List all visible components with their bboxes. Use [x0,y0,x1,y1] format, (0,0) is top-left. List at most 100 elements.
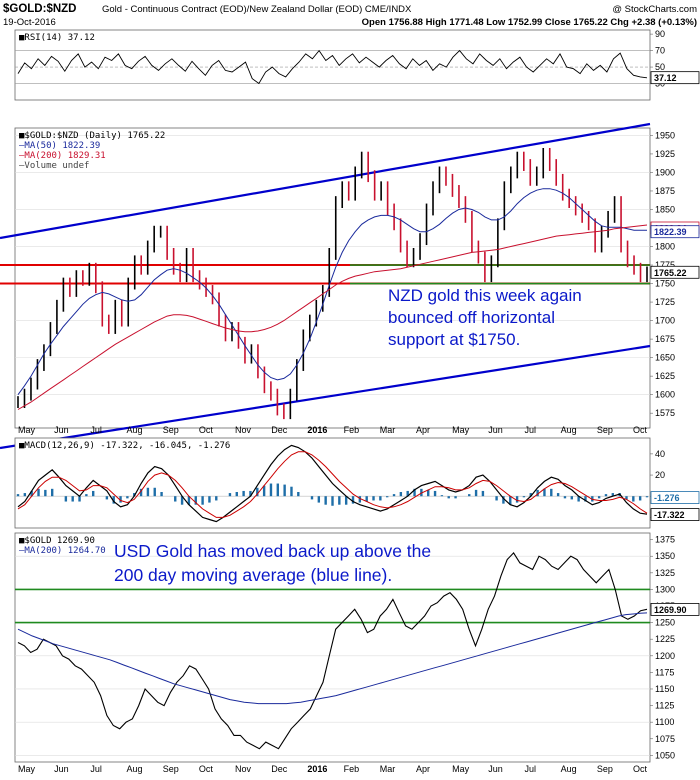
macd-axis-tick-label: 40 [655,449,665,459]
x-axis-label: Feb [344,764,360,774]
nzd-axis-tick-label: 1675 [655,334,675,344]
symbol-title: $GOLD:$NZD [3,3,76,15]
x-axis-label: Aug [127,764,143,774]
x-axis-label: Jun [54,425,69,435]
macd-value: -17.322 [654,510,685,520]
rsi-axis-tick-label: 70 [655,46,665,56]
nzd-axis-tick-label: 1925 [655,149,675,159]
rsi-axis-tick-label: 90 [655,29,665,39]
rsi-axis-tick-label: 50 [655,62,665,72]
rsi-last-value-box [650,71,700,85]
rsi-last-value: 37.12 [654,73,677,83]
nzd-annotation-line: bounced off horizontal [388,308,555,327]
rsi-legend-0: ■RSI(14) 37.12 [19,33,95,43]
x-axis-label: Oct [199,764,214,774]
x-axis-label: Nov [235,425,252,435]
x-axis-label: Oct [633,425,648,435]
nzd-legend-3: —Volume undef [19,161,89,171]
usd-axis-tick-label: 1325 [655,568,675,578]
nzd-axis-tick-label: 1575 [655,408,675,418]
usd-axis-tick-label: 1250 [655,618,675,628]
panel-frame [14,127,651,429]
x-axis-label: Dec [271,764,288,774]
usd-axis-tick-label: 1200 [655,651,675,661]
usd-axis-tick-label: 1050 [655,750,675,760]
x-axis-label: 2016 [307,764,327,774]
x-axis-label: 2016 [307,425,327,435]
usd-close-value: 1269.90 [654,605,687,615]
nzd-axis-tick-label: 1875 [655,186,675,196]
x-axis-label: Apr [416,425,430,435]
nzd-annotation-line: NZD gold this week again [388,286,582,305]
x-axis-label: Aug [561,425,577,435]
macd-line [17,444,648,523]
nzd-axis-tick-label: 1800 [655,242,675,252]
nzd-axis-tick-label: 1600 [655,390,675,400]
usd-axis-tick-label: 1175 [655,667,674,677]
x-axis-label: Sep [163,425,179,435]
usd-axis-tick-label: 1300 [655,584,675,594]
x-axis-label: Jun [54,764,69,774]
x-axis-label: Sep [597,425,613,435]
nzd-ma50-line [17,188,647,395]
x-axis-label: May [18,425,36,435]
nzd-axis-tick-label: 1725 [655,297,675,307]
nzd-axis-tick-label: 1650 [655,353,675,363]
nzd-axis-tick-label: 1850 [655,204,675,214]
panel-frame [14,532,651,763]
nzd-axis-tick-label: 1950 [655,130,675,140]
x-axis-label: Sep [597,764,613,774]
usd-axis-tick-label: 1100 [655,717,674,727]
panel-frame [14,29,651,101]
usd-legend-0: ■$GOLD 1269.90 [19,536,95,546]
x-axis-label: Sep [163,764,179,774]
x-axis-label: Jun [488,425,503,435]
lower-channel-line [0,344,651,450]
x-axis-label: May [452,425,470,435]
usd-legend-1: —MA(200) 1264.70 [19,546,106,556]
usd-ma200-line [17,612,648,705]
macd-legend-0: ■MACD(12,26,9) -17.322, -16.045, -1.276 [19,441,230,451]
nzd-axis-tick-label: 1900 [655,167,675,177]
x-axis-label: Oct [199,425,214,435]
macd-value-box [650,508,700,521]
usd-annotation-line: USD Gold has moved back up above the [114,541,431,561]
x-axis-label: Oct [633,764,648,774]
usd-price-line [17,552,648,750]
nzd-axis-tick-label: 1625 [655,371,675,381]
nzd-legend-1: —MA(50) 1822.39 [19,141,100,151]
x-axis-label: May [452,764,470,774]
nzd-axis-tick-label: 1775 [655,260,675,270]
macd-signal-line [17,451,648,518]
macd-hist-value-box [650,491,700,504]
x-axis-label: Dec [271,425,288,435]
usd-axis-tick-label: 1225 [655,634,675,644]
usd-axis-tick-label: 1350 [655,551,675,561]
nzd-ma50-value-box [650,225,700,239]
usd-axis-tick-label: 1150 [655,684,674,694]
x-axis-label: Aug [561,764,577,774]
usd-annotation-line: 200 day moving average (blue line). [114,565,392,585]
rsi-line [17,49,648,85]
x-axis-label: May [18,764,36,774]
x-axis-label: Nov [235,764,252,774]
x-axis-label: Mar [380,425,396,435]
x-axis-label: Jul [524,764,536,774]
x-axis-label: Feb [344,425,360,435]
macd-hist-value: -1.276 [654,493,680,503]
x-axis-label: Mar [380,764,396,774]
ohlc-readout: Open 1756.88 High 1771.48 Low 1752.99 Cl… [362,17,697,28]
usd-axis-tick-label: 1125 [655,701,674,711]
usd-axis-tick-label: 1075 [655,734,675,744]
stockcharts-watermark: @ StockCharts.com [612,4,697,15]
x-axis-label: Aug [127,425,143,435]
nzd-legend-0: ■$GOLD:$NZD (Daily) 1765.22 [19,131,165,141]
x-axis-label: Apr [416,764,430,774]
nzd-close-value-box [650,265,700,279]
x-axis-label: Jul [90,425,102,435]
nzd-axis-tick-label: 1700 [655,316,675,326]
upper-channel-line [0,122,651,240]
symbol-description: Gold - Continuous Contract (EOD)/New Zea… [102,4,412,15]
